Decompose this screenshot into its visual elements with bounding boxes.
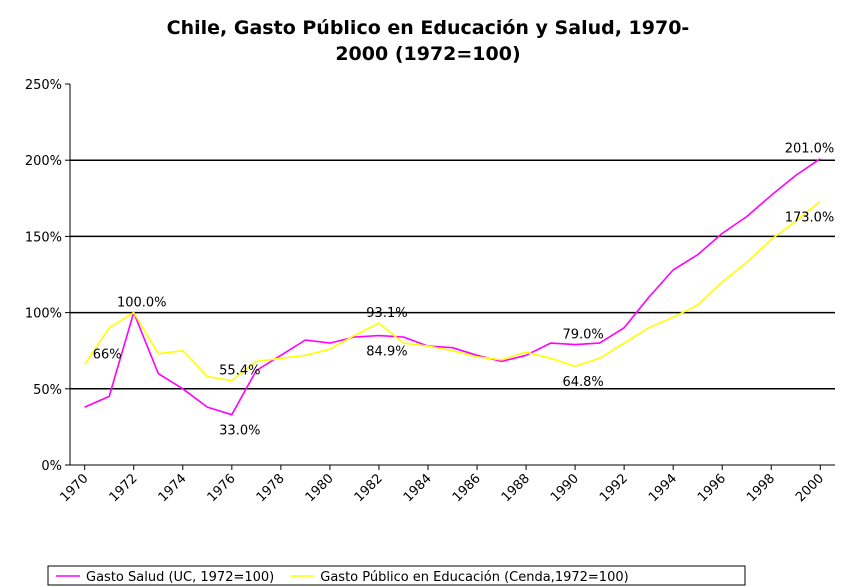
x-tick-label: 1982 <box>352 471 386 505</box>
data-label: 84.9% <box>366 345 407 360</box>
x-tick-label: 1972 <box>107 471 141 505</box>
chart-title: 2000 (1972=100) <box>335 43 520 65</box>
x-tick-label: 1988 <box>499 471 533 505</box>
y-tick-label: 250% <box>25 78 62 93</box>
legend <box>47 565 746 586</box>
x-tick-label: 1976 <box>205 471 239 505</box>
legend-label: Gasto Salud (UC, 1972=100) <box>86 570 274 585</box>
x-tick-label: 1974 <box>156 471 190 505</box>
data-label: 93.1% <box>366 306 407 321</box>
y-tick-label: 200% <box>25 154 62 169</box>
x-tick-label: 1980 <box>303 471 337 505</box>
y-tick-label: 50% <box>33 383 62 398</box>
data-label: 55.4% <box>219 364 260 379</box>
x-tick-label: 1994 <box>646 471 680 505</box>
y-tick-label: 0% <box>41 459 62 474</box>
series-line <box>84 200 821 382</box>
legend-label: Gasto Público en Educación (Cenda,1972=1… <box>320 570 628 585</box>
data-label: 79.0% <box>562 328 603 343</box>
x-tick-label: 1992 <box>597 471 631 505</box>
y-tick-label: 150% <box>25 230 62 245</box>
data-label: 66% <box>93 347 122 362</box>
data-label: 64.8% <box>562 375 603 390</box>
x-tick-label: 1996 <box>695 471 729 505</box>
data-label: 173.0% <box>785 210 835 225</box>
x-tick-label: 1970 <box>58 471 92 505</box>
data-label: 201.0% <box>785 142 835 157</box>
data-label: 33.0% <box>219 424 260 439</box>
y-tick-label: 100% <box>25 307 62 322</box>
data-label: 100.0% <box>117 296 167 311</box>
x-tick-label: 1998 <box>744 471 778 505</box>
x-tick-label: 1986 <box>450 471 484 505</box>
x-tick-label: 2000 <box>793 471 827 505</box>
series-line <box>84 158 821 416</box>
x-tick-label: 1978 <box>254 471 288 505</box>
chart-title: Chile, Gasto Público en Educación y Salu… <box>167 17 690 39</box>
x-tick-label: 1990 <box>548 471 582 505</box>
x-tick-label: 1984 <box>401 471 435 505</box>
